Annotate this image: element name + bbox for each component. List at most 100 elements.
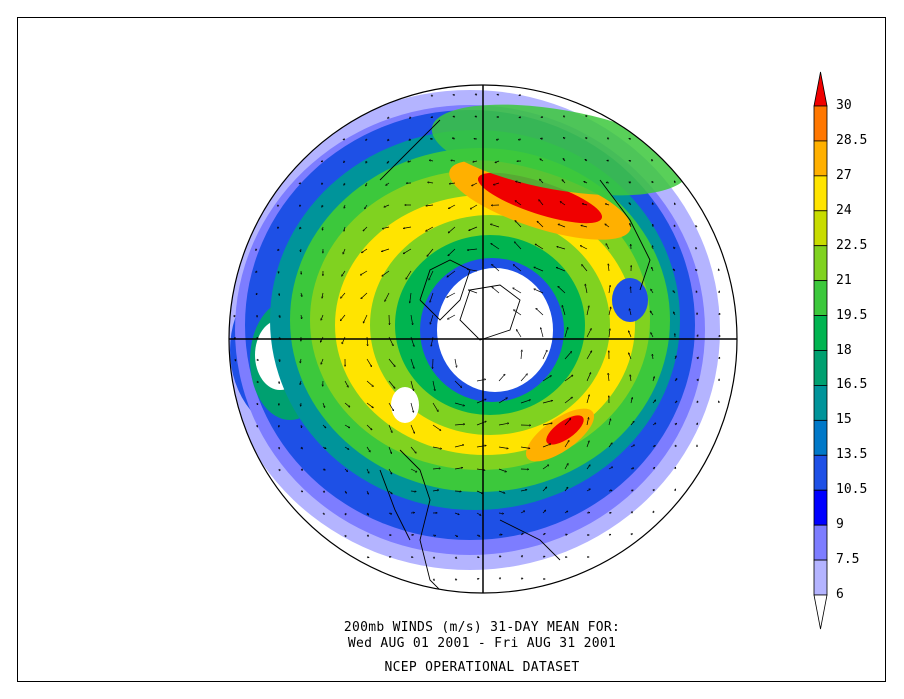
wind-vector [345, 512, 346, 515]
wind-vector [388, 139, 389, 141]
wind-vector [345, 535, 346, 537]
wind-vector [629, 331, 632, 338]
wind-vector [322, 469, 325, 470]
wind-vector [516, 181, 522, 184]
caption-line1: 200mb WINDS (m/s) 31-DAY MEAN FOR: [343, 620, 621, 635]
wind-vector [300, 226, 301, 229]
wind-vector [448, 248, 456, 256]
wind-vector [344, 182, 345, 185]
wind-vector [630, 468, 634, 469]
wind-vector [653, 203, 654, 206]
wind-vector [388, 358, 395, 367]
wind-vector [630, 445, 635, 448]
colorbar-tick-label: 18 [836, 342, 852, 358]
wind-vector [426, 205, 434, 206]
wind-vector [542, 510, 546, 514]
wind-vector [382, 270, 390, 276]
wind-vector [476, 535, 480, 536]
wind-vector [585, 159, 588, 162]
wind-vector [540, 179, 544, 184]
wind-vector [719, 357, 720, 360]
wind-vector [447, 292, 456, 297]
wind-vector [476, 512, 481, 515]
colorbar-swatch [813, 454, 828, 491]
wind-vector [608, 329, 610, 338]
wind-vector [697, 401, 698, 404]
wind-vector [675, 423, 677, 426]
wind-vector [299, 205, 301, 206]
colorbar-tick-label: 19.5 [836, 307, 868, 323]
colorbar-tick-label: 10.5 [836, 482, 868, 498]
wind-vector [388, 446, 392, 454]
wind-vector [629, 182, 632, 183]
wind-vector [454, 534, 458, 537]
wind-vector [674, 247, 675, 250]
wind-vector [454, 380, 462, 388]
wind-vector [300, 491, 303, 492]
wind-vector [432, 402, 438, 412]
wind-vector [467, 248, 478, 250]
wind-vector [630, 375, 631, 382]
colorbar-tick-label: 24 [836, 202, 852, 218]
wind-vector [586, 115, 587, 117]
colorbar-swatch [813, 105, 828, 142]
wind-vector [321, 314, 324, 320]
wind-vector [697, 379, 698, 382]
wind-vector [564, 419, 571, 426]
colorbar-tick-label: 6 [836, 587, 844, 602]
wind-vector [564, 327, 568, 338]
wind-vector [410, 402, 414, 412]
plot-frame [17, 17, 886, 682]
wind-vector [521, 556, 523, 557]
wind-vector [406, 270, 412, 279]
wind-vector [520, 446, 530, 448]
wind-vector [520, 533, 523, 536]
wind-vector [557, 247, 566, 250]
wind-vector [257, 381, 258, 383]
wind-vector [388, 380, 395, 388]
wind-vector [652, 400, 656, 404]
wind-vector [476, 446, 486, 448]
wind-vector [496, 139, 500, 140]
wind-vector [586, 329, 591, 338]
wind-vector [560, 202, 566, 206]
wind-vector [430, 314, 434, 324]
wind-vector [540, 159, 544, 162]
wind-vector [653, 489, 654, 491]
wind-vector [651, 289, 654, 294]
wind-vector [451, 160, 456, 161]
wind-vector [695, 248, 697, 249]
wind-vector [360, 270, 368, 275]
colorbar-swatch [813, 280, 828, 316]
wind-vector [381, 248, 390, 252]
wind-vector [519, 117, 522, 118]
wind-vector [558, 224, 566, 228]
wind-vector [542, 556, 545, 557]
colorbar-swatch [813, 210, 828, 247]
wind-vector [582, 265, 588, 272]
wind-vector [279, 469, 280, 471]
wind-vector [344, 424, 350, 428]
wind-vector [514, 310, 522, 316]
wind-vector [344, 402, 350, 407]
wind-vector [520, 350, 522, 360]
wind-vector [387, 160, 390, 163]
wind-vector [564, 534, 567, 535]
wind-vector [563, 116, 565, 117]
wind-vector [454, 512, 459, 515]
wind-vector [432, 490, 439, 492]
wind-vector [513, 265, 522, 272]
wind-vector [653, 511, 654, 514]
wind-vector [432, 380, 435, 391]
wind-vector [514, 242, 522, 250]
wind-vector [586, 441, 589, 448]
wind-vector [278, 270, 279, 273]
wind-vector [520, 578, 523, 579]
wind-vector [497, 94, 500, 95]
wind-vector [520, 374, 527, 382]
wind-vector [696, 269, 697, 271]
wind-vector [586, 373, 591, 382]
wind-vector [410, 117, 412, 118]
wind-vector [301, 292, 302, 297]
